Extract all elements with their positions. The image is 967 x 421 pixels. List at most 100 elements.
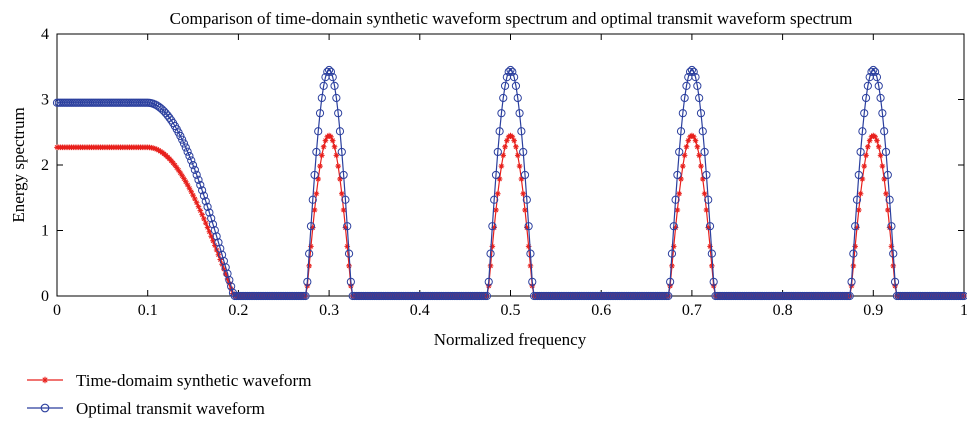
data-point <box>194 175 203 184</box>
data-point <box>676 127 686 136</box>
data-point <box>504 67 513 76</box>
data-point <box>331 143 338 150</box>
data-point <box>858 127 867 136</box>
data-point <box>705 224 712 231</box>
data-point <box>525 243 532 250</box>
data-point <box>306 263 312 269</box>
data-point <box>222 271 229 277</box>
series-line <box>57 69 964 297</box>
data-point <box>334 109 343 118</box>
data-point <box>678 109 687 118</box>
data-point <box>203 202 212 211</box>
data-point <box>184 182 191 188</box>
data-point <box>707 243 713 250</box>
data-point <box>670 243 677 250</box>
data-point <box>524 224 530 231</box>
x-tick-label: 0.6 <box>591 302 611 319</box>
data-point <box>487 263 494 269</box>
y-tick-label: 2 <box>41 157 49 174</box>
data-point <box>878 109 887 118</box>
data-point <box>875 143 882 150</box>
data-point <box>881 147 891 157</box>
data-point <box>885 195 894 204</box>
data-point <box>857 190 864 197</box>
legend-item: Time-domaim synthetic waveform <box>27 371 311 390</box>
series-time-domain <box>54 132 967 299</box>
data-point <box>482 291 492 301</box>
data-point <box>517 127 526 136</box>
data-point <box>216 244 225 253</box>
data-point <box>319 81 328 90</box>
data-point <box>678 176 684 182</box>
data-point <box>344 249 354 258</box>
data-point <box>190 192 196 199</box>
data-point <box>863 152 869 159</box>
data-point <box>495 127 504 136</box>
data-point <box>689 67 698 76</box>
data-point <box>219 256 228 266</box>
data-point <box>500 152 507 159</box>
data-point <box>186 185 193 192</box>
data-point <box>709 277 718 286</box>
data-point <box>701 190 708 197</box>
data-point <box>208 233 214 240</box>
data-point <box>687 65 697 75</box>
data-point <box>852 243 858 250</box>
data-point <box>198 186 207 195</box>
x-tick-label: 0.8 <box>773 302 793 319</box>
data-point <box>859 176 866 182</box>
data-point <box>861 163 868 169</box>
data-point <box>224 276 231 282</box>
data-point <box>204 224 211 231</box>
series-line <box>57 134 964 297</box>
data-point <box>207 214 216 223</box>
data-point <box>516 163 523 169</box>
data-point <box>306 222 316 231</box>
data-point <box>851 222 860 231</box>
data-point <box>887 222 896 231</box>
data-point <box>179 172 185 179</box>
data-point <box>339 170 348 180</box>
data-point <box>305 249 314 258</box>
data-point <box>666 277 675 286</box>
data-point <box>329 137 336 144</box>
data-point <box>486 249 495 258</box>
axis-ticks: 0 0.1 0.2 0.3 0.4 0.5 0.6 0.7 0.8 0.9 1 0 1 2 3 4 <box>41 26 967 319</box>
data-point <box>201 216 207 222</box>
data-point <box>699 176 706 182</box>
data-point <box>317 163 323 169</box>
data-point <box>664 291 673 301</box>
data-point <box>315 109 325 118</box>
data-point <box>506 65 515 75</box>
data-point <box>311 207 318 213</box>
data-point <box>208 220 218 229</box>
data-point <box>520 170 530 180</box>
data-point <box>513 143 519 150</box>
data-point <box>196 180 205 190</box>
data-point <box>187 156 196 165</box>
data-point <box>704 195 713 204</box>
data-point <box>228 285 234 292</box>
legend-label: Time-domaim synthetic waveform <box>76 371 311 390</box>
data-point <box>526 249 535 258</box>
data-point <box>335 127 345 136</box>
series-optimal <box>52 65 967 301</box>
chart-title: Comparison of time-domain synthetic wave… <box>170 9 853 28</box>
data-point <box>676 190 683 197</box>
data-point <box>867 67 876 76</box>
data-point <box>705 222 715 231</box>
y-tick-label: 3 <box>41 92 49 109</box>
data-point <box>515 109 524 118</box>
data-point <box>881 176 887 182</box>
data-point <box>500 81 510 90</box>
data-point <box>308 195 317 204</box>
data-point <box>861 93 871 103</box>
data-point <box>874 137 880 144</box>
data-point <box>866 137 873 144</box>
data-point <box>890 277 900 286</box>
data-point <box>335 163 341 169</box>
x-axis-label: Normalized frequency <box>434 330 587 349</box>
data-point <box>499 93 508 103</box>
x-tick-label: 0.1 <box>138 302 158 319</box>
